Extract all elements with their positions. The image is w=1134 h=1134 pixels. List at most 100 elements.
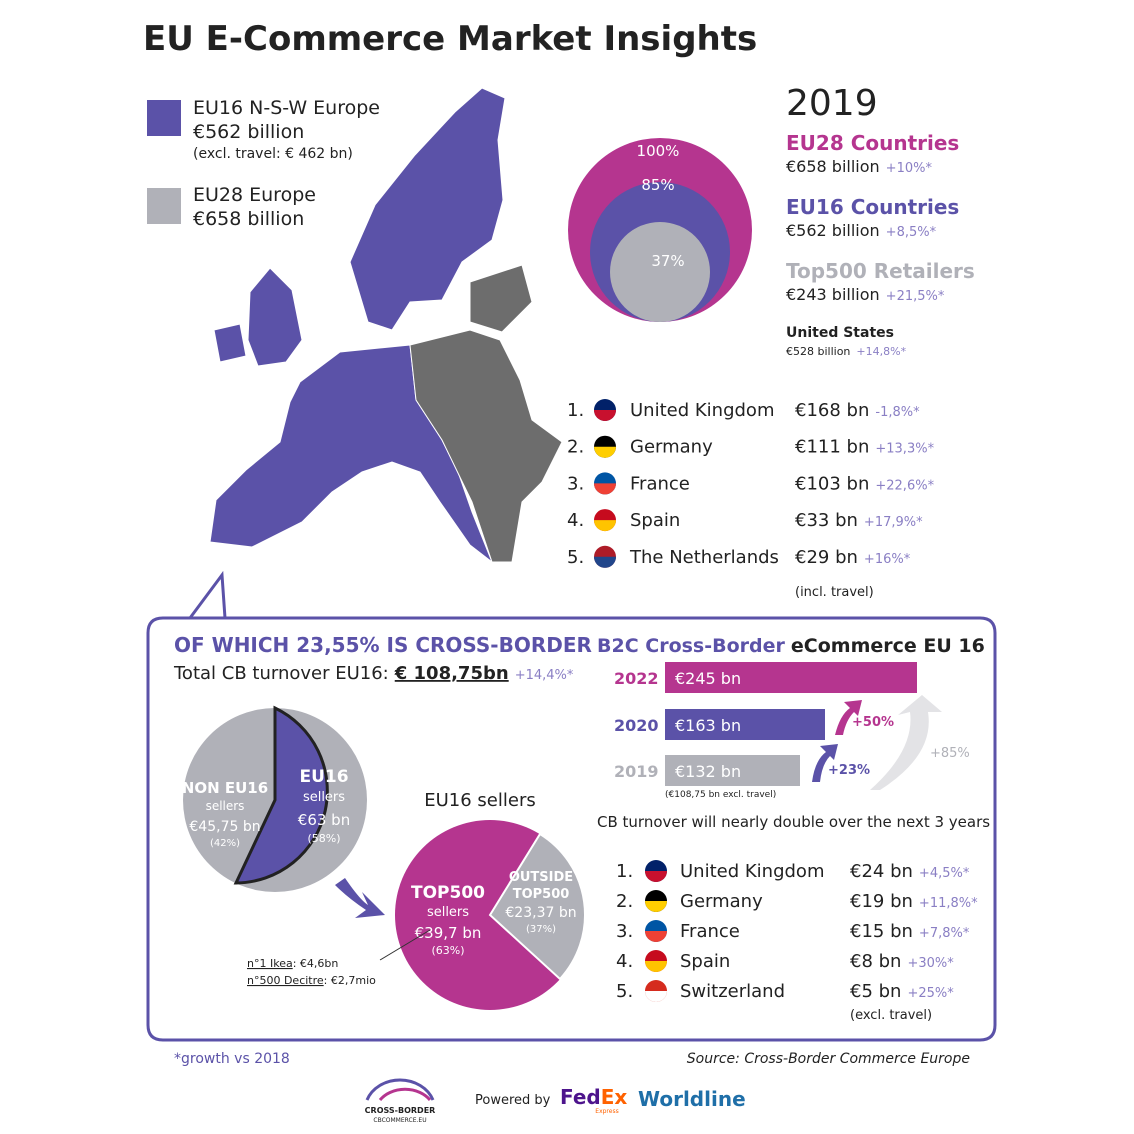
pie2-title: EU16 sellers	[424, 790, 535, 811]
country-growth: -1,8%*	[875, 405, 920, 420]
legend-value: €658 billion	[193, 208, 304, 230]
summary-name: EU28 Countries	[786, 131, 959, 155]
flag	[594, 446, 616, 458]
growth-label: +85%	[930, 746, 970, 761]
pie-label: TOP500	[513, 887, 570, 902]
country-value: €29 bn	[795, 547, 858, 568]
worldline: Worldline	[638, 1087, 746, 1111]
summary-growth: +10%*	[886, 161, 933, 176]
cb-heading: OF WHICH 23,55% IS CROSS-BORDER	[174, 633, 592, 657]
summary-value: €562 billion	[786, 221, 880, 240]
flag	[594, 410, 616, 421]
arrow	[835, 700, 862, 735]
pie-label: sellers	[206, 799, 245, 813]
pie-label: €63 bn	[298, 811, 350, 829]
rank: 1.	[567, 400, 584, 421]
summary-value: €243 billion	[786, 285, 880, 304]
country-growth: +25%*	[907, 986, 954, 1001]
bar-label: €132 bn	[675, 762, 741, 781]
country: France	[680, 921, 740, 942]
pie-label: (58%)	[307, 832, 340, 845]
country-growth: +13,3%*	[875, 442, 934, 457]
summary-value: €528 billion	[786, 345, 850, 358]
summary-growth: +8,5%*	[886, 225, 937, 240]
pie-label: OUTSIDE	[509, 870, 573, 885]
flag	[645, 991, 667, 1002]
circle-label: 100%	[637, 142, 680, 160]
note-value: : €4,6bn	[293, 957, 339, 970]
country-growth: +4,5%*	[919, 866, 970, 881]
logo-arc	[365, 1078, 435, 1101]
country: France	[630, 473, 690, 494]
bar	[665, 755, 800, 786]
summary-name: United States	[786, 325, 894, 341]
panel	[146, 570, 997, 1042]
summary-growth: +21,5%*	[886, 289, 945, 304]
bar-year: 2019	[614, 762, 659, 781]
legend-swatch	[147, 188, 181, 224]
country-value: €5 bn	[850, 981, 901, 1002]
summary-name: Top500 Retailers	[786, 259, 975, 283]
flag	[594, 556, 616, 568]
top-countries: 1. United Kingdom €168 bn -1,8%* 2. Germany €1…	[567, 399, 935, 568]
growth-label: +23%	[828, 763, 870, 778]
pie-label: sellers	[427, 905, 469, 920]
flag	[645, 901, 667, 912]
pointer	[379, 929, 431, 961]
rank: 5.	[616, 981, 633, 1002]
logo-arc	[378, 1087, 432, 1102]
fedex: Fed	[560, 1085, 601, 1109]
country-growth: +17,9%*	[864, 515, 923, 530]
cb-total: € 108,75bn	[394, 663, 509, 684]
rank: 2.	[567, 437, 584, 458]
pie-label: (42%)	[210, 838, 240, 849]
country-growth: +30%*	[907, 956, 954, 971]
note: (incl. travel)	[795, 585, 874, 600]
circle-label: 85%	[641, 176, 674, 194]
country-value: €111 bn	[795, 437, 869, 458]
flag	[594, 483, 616, 495]
country: United Kingdom	[680, 861, 824, 882]
country: Switzerland	[680, 981, 785, 1002]
title: EU E-Commerce Market Insights	[143, 19, 757, 59]
country-growth: +22,6%*	[875, 478, 934, 493]
arrow	[335, 878, 385, 918]
rank: 5.	[567, 547, 584, 568]
pie-label: €39,7 bn	[415, 924, 482, 942]
pie-label: EU16	[299, 767, 348, 787]
country-growth: +7,8%*	[919, 926, 970, 941]
legend-swatch	[147, 100, 181, 136]
pie-label: TOP500	[411, 883, 485, 903]
country-value: €33 bn	[795, 510, 858, 531]
pie-label: sellers	[303, 790, 345, 805]
map-region	[247, 267, 303, 367]
country: Germany	[680, 891, 763, 912]
arrow	[870, 695, 942, 790]
growth-note: *growth vs 2018	[174, 1051, 290, 1067]
summary-growth: +14,8%*	[856, 345, 906, 358]
summary-name: EU16 Countries	[786, 195, 959, 219]
legend-note: (excl. travel: € 462 bn)	[193, 146, 353, 162]
map-region	[349, 87, 506, 331]
growth-label: +50%	[852, 715, 894, 730]
logo-text: CBCOMMERCE.EU	[373, 1117, 426, 1124]
bar-note: (€108,75 bn excl. travel)	[665, 790, 776, 800]
pie-slice	[488, 832, 586, 981]
rank: 2.	[616, 891, 633, 912]
country-growth: +16%*	[864, 552, 911, 567]
source: Source: Cross-Border Commerce Europe	[687, 1051, 970, 1067]
summary-value: €658 billion	[786, 157, 880, 176]
bar-year: 2020	[614, 716, 659, 735]
map-region	[469, 264, 533, 333]
country-value: €168 bn	[795, 400, 869, 421]
arrow	[812, 744, 838, 782]
bar-label: €163 bn	[675, 716, 741, 735]
country-value: €24 bn	[850, 861, 913, 882]
circle-label: 37%	[651, 252, 684, 270]
map-region	[213, 323, 247, 363]
legend-value: €562 billion	[193, 121, 304, 143]
cb-total-label: Total CB turnover EU16:	[173, 663, 389, 684]
circle-top500	[610, 222, 710, 322]
bar	[665, 709, 825, 740]
